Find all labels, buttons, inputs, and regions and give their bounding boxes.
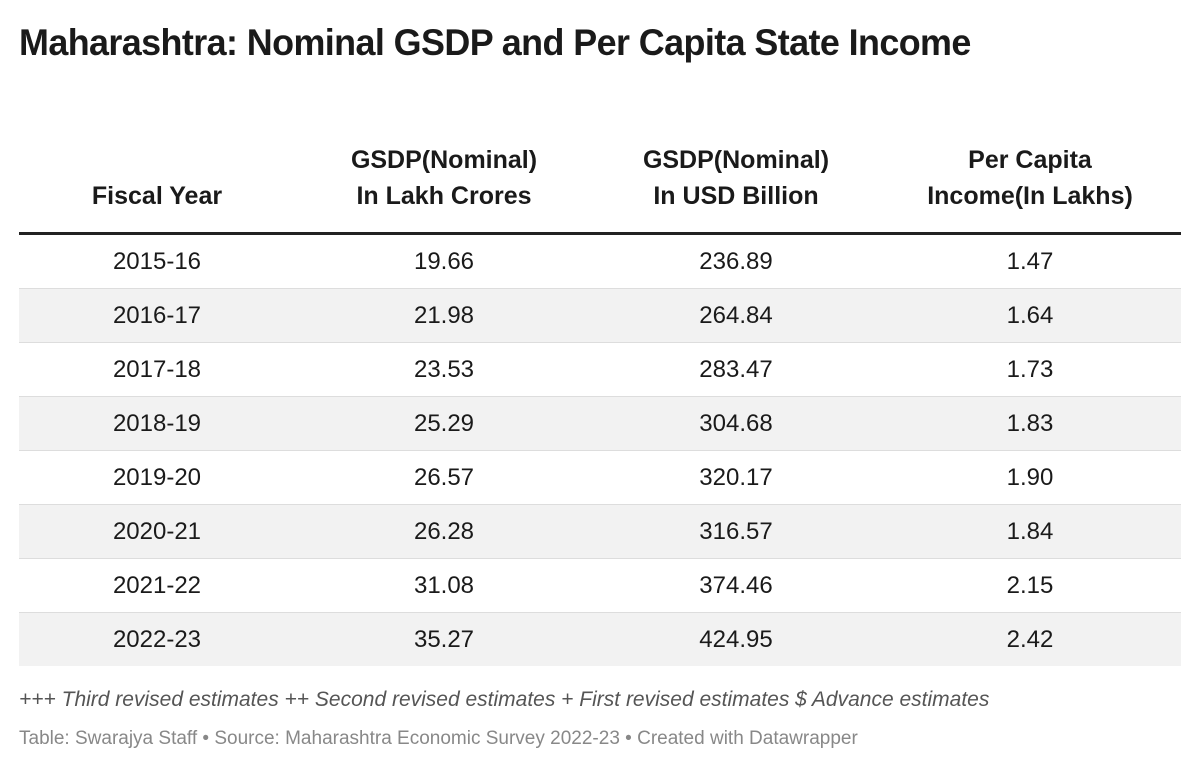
header-line: Per Capita (968, 146, 1092, 174)
chart-title: Maharashtra: Nominal GSDP and Per Capita… (19, 22, 971, 63)
cell-gsdp-lakh-crores: 35.27 (295, 612, 593, 666)
cell-gsdp-lakh-crores: 26.28 (295, 504, 593, 559)
cell-gsdp-lakh-crores: 19.66 (295, 233, 593, 289)
column-header-per-capita-income[interactable]: Per Capita Income(In Lakhs) (879, 124, 1181, 235)
table-row: 2019-20 26.57 320.17 1.90 (19, 450, 1181, 505)
header-line: GSDP(Nominal) (642, 146, 830, 174)
cell-fiscal-year: 2015-16 (19, 233, 295, 289)
cell-fiscal-year: 2020-21 (19, 504, 295, 559)
table-row: 2020-21 26.28 316.57 1.84 (19, 504, 1181, 559)
cell-gsdp-usd-billion: 374.46 (593, 558, 879, 613)
cell-gsdp-lakh-crores: 23.53 (295, 342, 593, 397)
cell-per-capita-income: 1.64 (879, 288, 1181, 343)
cell-fiscal-year: 2022-23 (19, 612, 295, 666)
cell-per-capita-income: 2.15 (879, 558, 1181, 613)
cell-fiscal-year: 2021-22 (19, 558, 295, 613)
cell-gsdp-usd-billion: 304.68 (593, 396, 879, 451)
cell-gsdp-usd-billion: 264.84 (593, 288, 879, 343)
column-header-gsdp-usd-billion[interactable]: GSDP(Nominal) In USD Billion (593, 124, 879, 235)
cell-per-capita-income: 1.90 (879, 450, 1181, 505)
table-row: 2015-16 19.66 236.89 1.47 (19, 233, 1181, 289)
table-row: 2018-19 25.29 304.68 1.83 (19, 396, 1181, 451)
cell-gsdp-lakh-crores: 25.29 (295, 396, 593, 451)
cell-per-capita-income: 2.42 (879, 612, 1181, 666)
cell-per-capita-income: 1.83 (879, 396, 1181, 451)
table-row: 2017-18 23.53 283.47 1.73 (19, 342, 1181, 397)
header-line: In Lakh Crores (356, 182, 532, 210)
header-line: Income(In Lakhs) (927, 182, 1133, 210)
cell-gsdp-usd-billion: 236.89 (593, 233, 879, 289)
header-row: Fiscal Year GSDP(Nominal) In Lakh Crores… (19, 124, 1181, 235)
cell-gsdp-lakh-crores: 26.57 (295, 450, 593, 505)
header-line: Fiscal Year (91, 182, 223, 210)
cell-gsdp-lakh-crores: 21.98 (295, 288, 593, 343)
cell-gsdp-usd-billion: 316.57 (593, 504, 879, 559)
cell-fiscal-year: 2017-18 (19, 342, 295, 397)
cell-gsdp-lakh-crores: 31.08 (295, 558, 593, 613)
header-line: GSDP(Nominal) (350, 146, 538, 174)
header-line: In USD Billion (653, 182, 819, 210)
table-footer: Table: Swarajya Staff • Source: Maharash… (19, 728, 858, 749)
table-row: 2022-23 35.27 424.95 2.42 (19, 612, 1181, 666)
table-row: 2021-22 31.08 374.46 2.15 (19, 558, 1181, 613)
cell-fiscal-year: 2016-17 (19, 288, 295, 343)
cell-per-capita-income: 1.47 (879, 233, 1181, 289)
cell-per-capita-income: 1.84 (879, 504, 1181, 559)
table-row: 2016-17 21.98 264.84 1.64 (19, 288, 1181, 343)
cell-gsdp-usd-billion: 283.47 (593, 342, 879, 397)
data-table: Fiscal Year GSDP(Nominal) In Lakh Crores… (19, 124, 1181, 666)
cell-gsdp-usd-billion: 424.95 (593, 612, 879, 666)
column-header-fiscal-year[interactable]: Fiscal Year (19, 124, 295, 235)
cell-gsdp-usd-billion: 320.17 (593, 450, 879, 505)
table-notes: +++ Third revised estimates ++ Second re… (19, 688, 990, 711)
cell-per-capita-income: 1.73 (879, 342, 1181, 397)
column-header-gsdp-lakh-crores[interactable]: GSDP(Nominal) In Lakh Crores (295, 124, 593, 235)
table-body: 2015-16 19.66 236.89 1.47 2016-17 21.98 264.84… (19, 233, 1181, 666)
cell-fiscal-year: 2019-20 (19, 450, 295, 505)
cell-fiscal-year: 2018-19 (19, 396, 295, 451)
